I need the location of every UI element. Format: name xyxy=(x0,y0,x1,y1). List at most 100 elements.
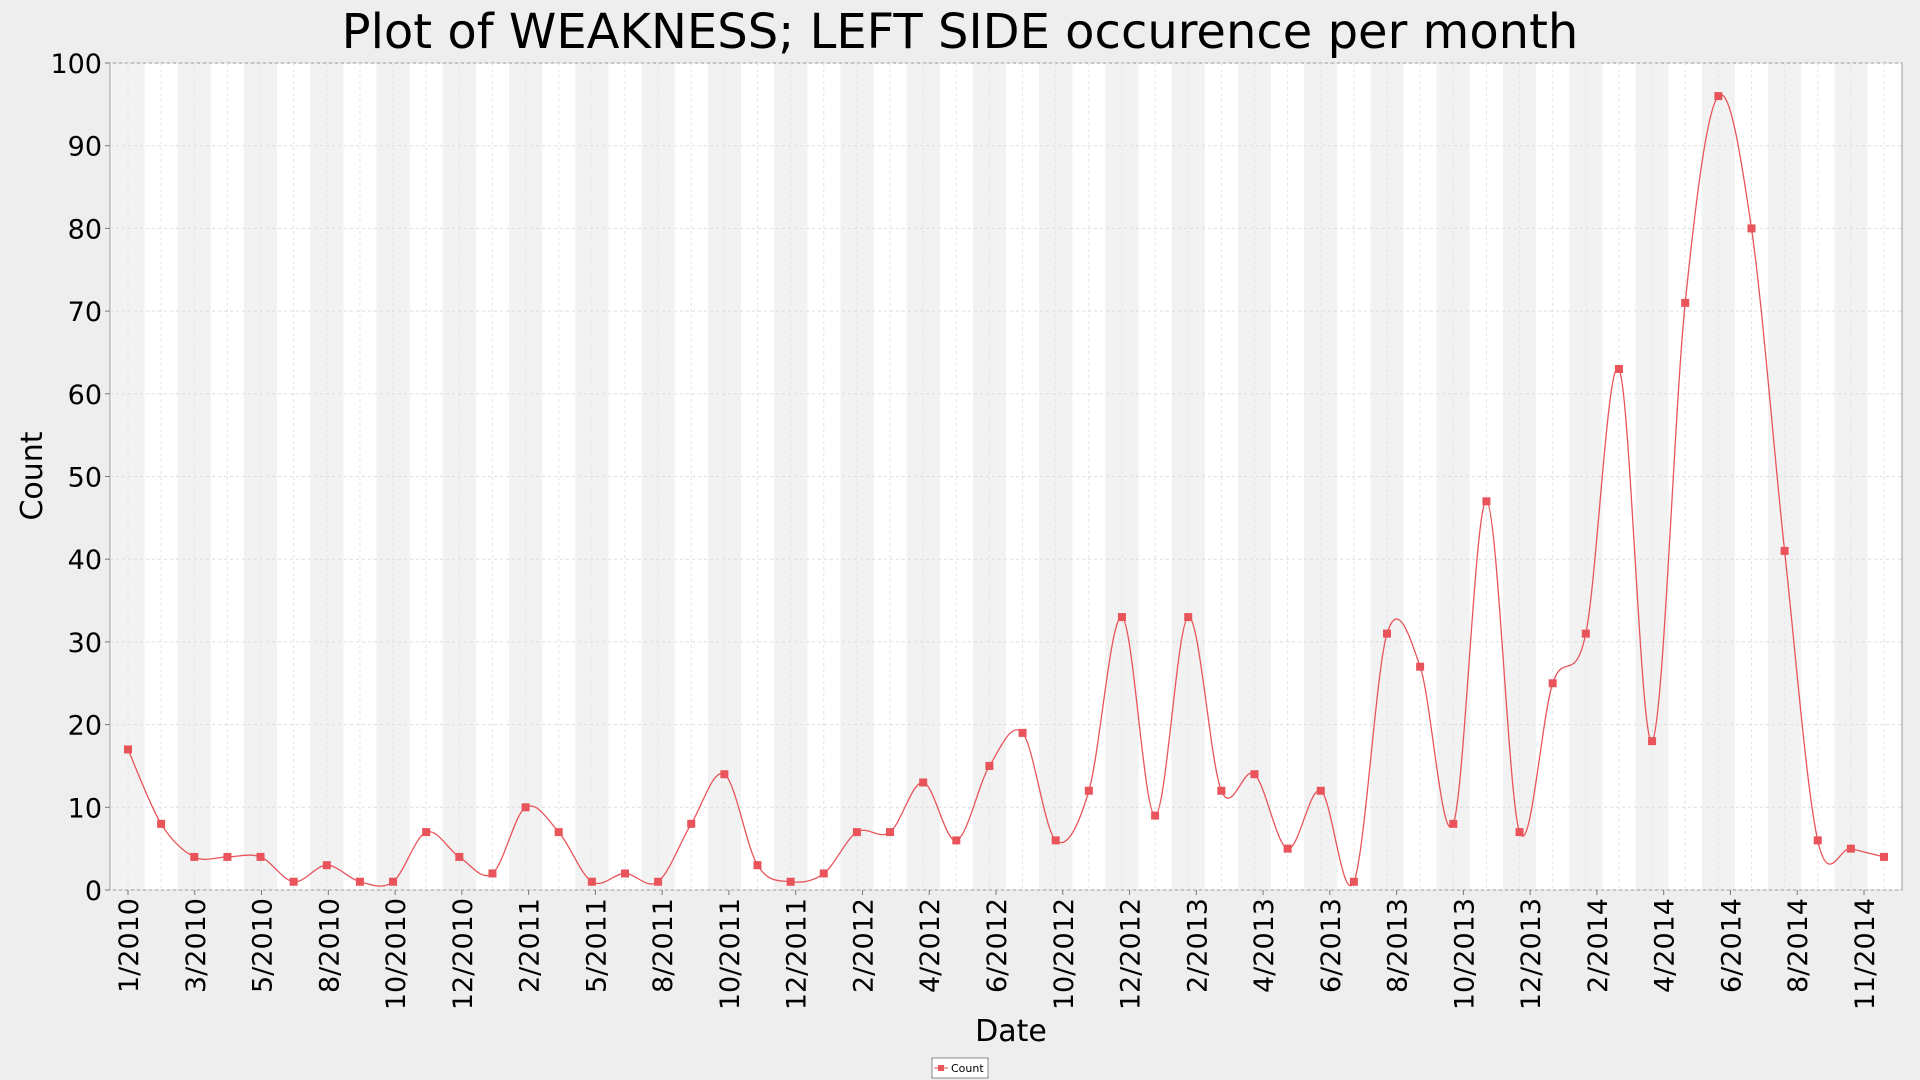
y-tick-label: 60 xyxy=(68,380,102,411)
x-tick-label: 4/2013 xyxy=(1249,898,1280,993)
data-point xyxy=(1614,364,1623,373)
data-point xyxy=(355,877,364,886)
data-point xyxy=(1449,819,1458,828)
data-point xyxy=(124,745,132,754)
data-point xyxy=(720,770,729,779)
y-tick-label: 20 xyxy=(68,711,102,742)
chart-title: Plot of WEAKNESS; LEFT SIDE occurence pe… xyxy=(342,4,1579,60)
data-point xyxy=(620,869,629,878)
data-point xyxy=(488,869,497,878)
x-tick-label: 8/2010 xyxy=(314,898,345,993)
x-tick-label: 6/2014 xyxy=(1716,898,1747,993)
data-point xyxy=(687,819,696,828)
data-point xyxy=(1250,770,1259,779)
y-tick-label: 100 xyxy=(50,49,102,80)
x-tick-label: 8/2013 xyxy=(1383,898,1414,993)
x-tick-label: 1/2010 xyxy=(114,898,145,993)
x-tick-label: 8/2011 xyxy=(648,898,679,993)
x-tick-label: 2/2011 xyxy=(515,898,546,993)
data-point xyxy=(1349,877,1358,886)
x-tick-label: 6/2013 xyxy=(1316,898,1347,993)
data-point xyxy=(985,761,994,770)
x-tick-label: 12/2013 xyxy=(1516,898,1547,1010)
data-point xyxy=(521,803,530,812)
x-tick-label: 4/2012 xyxy=(915,898,946,993)
data-point xyxy=(952,836,961,845)
x-axis-ticks: 1/2010 3/2010 5/2010 8/2010 10/2010 12/2010 2/… xyxy=(114,890,1881,1010)
data-point xyxy=(1018,728,1027,737)
data-point xyxy=(753,861,762,870)
data-point xyxy=(157,819,166,828)
y-tick-label: 90 xyxy=(68,132,102,163)
data-point xyxy=(654,877,663,886)
legend-marker xyxy=(938,1065,944,1071)
data-point xyxy=(1184,613,1193,622)
data-point xyxy=(1581,629,1590,638)
data-point xyxy=(389,877,398,886)
data-point xyxy=(1515,828,1524,837)
x-tick-label: 12/2012 xyxy=(1116,898,1147,1010)
y-tick-label: 40 xyxy=(68,545,102,576)
y-tick-label: 70 xyxy=(68,297,102,328)
data-point xyxy=(1316,786,1325,795)
data-point xyxy=(1648,737,1657,746)
data-point xyxy=(919,778,928,787)
data-point xyxy=(587,877,596,886)
x-tick-label: 12/2010 xyxy=(448,898,479,1010)
data-point xyxy=(322,861,331,870)
data-point xyxy=(1084,786,1093,795)
data-point xyxy=(1482,497,1491,506)
data-point xyxy=(223,852,232,861)
data-point xyxy=(1780,546,1789,555)
x-tick-label: 2/2012 xyxy=(848,898,879,993)
legend: Count xyxy=(931,1057,989,1079)
data-point xyxy=(256,852,265,861)
data-point xyxy=(1416,662,1425,671)
data-point xyxy=(786,877,795,886)
y-tick-label: 0 xyxy=(85,876,102,907)
x-tick-label: 5/2011 xyxy=(581,898,612,993)
data-point xyxy=(1880,852,1888,861)
data-point xyxy=(1383,629,1392,638)
plot-band xyxy=(1304,63,1338,890)
x-tick-label: 4/2014 xyxy=(1650,898,1681,993)
y-axis-ticks: 0 10 20 30 40 50 60 70 80 90 100 xyxy=(50,49,110,907)
x-tick-label: 10/2012 xyxy=(1049,898,1080,1010)
legend-box xyxy=(931,1057,989,1079)
x-tick-label: 11/2014 xyxy=(1850,898,1881,1010)
data-point xyxy=(422,828,431,837)
data-point xyxy=(1283,844,1292,853)
legend-label: Count xyxy=(951,1062,984,1075)
plot-band xyxy=(1237,63,1272,890)
data-point xyxy=(1846,844,1855,853)
plot-band xyxy=(1370,63,1404,890)
data-point xyxy=(1813,836,1822,845)
data-point xyxy=(1217,786,1226,795)
data-point xyxy=(190,852,199,861)
x-tick-label: 3/2010 xyxy=(181,898,212,993)
x-tick-label: 12/2011 xyxy=(782,898,813,1010)
y-tick-label: 30 xyxy=(68,628,102,659)
x-tick-label: 10/2011 xyxy=(715,898,746,1010)
x-tick-label: 8/2014 xyxy=(1783,898,1814,993)
x-tick-label: 2/2013 xyxy=(1182,898,1213,993)
data-point xyxy=(1714,92,1723,101)
x-axis-label: Date xyxy=(975,1014,1047,1049)
y-tick-label: 50 xyxy=(68,463,102,494)
horizontal-gridlines xyxy=(110,62,1902,891)
data-point xyxy=(1681,298,1690,307)
plot-band xyxy=(1105,63,1139,890)
x-tick-label: 6/2012 xyxy=(982,898,1013,993)
data-point xyxy=(455,852,464,861)
data-point xyxy=(1548,679,1557,688)
data-point xyxy=(852,828,861,837)
x-tick-label: 2/2014 xyxy=(1583,898,1614,993)
series-layer xyxy=(124,92,1888,887)
x-tick-label: 5/2010 xyxy=(248,898,279,993)
data-point xyxy=(1151,811,1160,820)
y-tick-label: 80 xyxy=(68,214,102,245)
y-tick-label: 10 xyxy=(68,793,102,824)
x-tick-label: 10/2010 xyxy=(381,898,412,1010)
